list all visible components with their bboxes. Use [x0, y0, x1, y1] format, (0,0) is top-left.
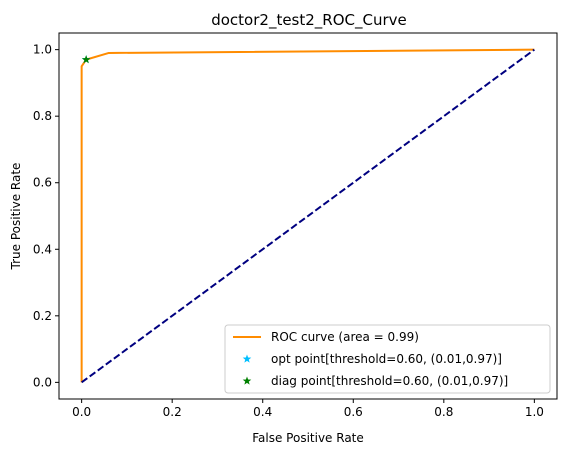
y-tick-label: 0.4: [33, 242, 52, 256]
legend-star-swatch: [242, 376, 252, 385]
plot-area: [80, 48, 535, 384]
legend-star-swatch: [242, 354, 252, 363]
diagonal-reference-line: [81, 48, 535, 384]
y-tick-label: 0.6: [33, 176, 52, 190]
x-tick-label: 0.2: [163, 405, 182, 419]
legend-box: [224, 324, 551, 394]
x-axis-label: False Positive Rate: [252, 431, 364, 445]
legend-label: diag point[threshold=0.60, (0.01,0.97)]: [271, 374, 508, 388]
legend-label: ROC curve (area = 0.99): [271, 330, 419, 344]
chart-title: doctor2_test2_ROC_Curve: [211, 11, 407, 30]
diag-point-marker: [81, 55, 91, 64]
x-tick-label: 0.8: [434, 405, 453, 419]
legend: ROC curve (area = 0.99) opt point[thresho…: [224, 324, 551, 394]
x-tick-label: 0.6: [344, 405, 363, 419]
legend-label: opt point[threshold=0.60, (0.01,0.97)]: [271, 352, 502, 366]
y-tick-label: 0.0: [33, 375, 52, 389]
x-tick-label: 1.0: [525, 405, 544, 419]
y-tick-label: 0.8: [33, 109, 52, 123]
roc-curve-line: [80, 48, 535, 383]
y-axis-label: True Positive Rate: [9, 163, 23, 271]
y-tick-label: 1.0: [33, 43, 52, 57]
x-tick-label: 0.4: [253, 405, 272, 419]
x-tick-label: 0.0: [72, 405, 91, 419]
axis-ticks: 0.0 0.2 0.4 0.6 0.8 1.0 0.0 0.2 0.4 0.6 0.8 1.0: [33, 43, 544, 419]
axes-frame: [58, 32, 558, 400]
y-tick-label: 0.2: [33, 309, 52, 323]
